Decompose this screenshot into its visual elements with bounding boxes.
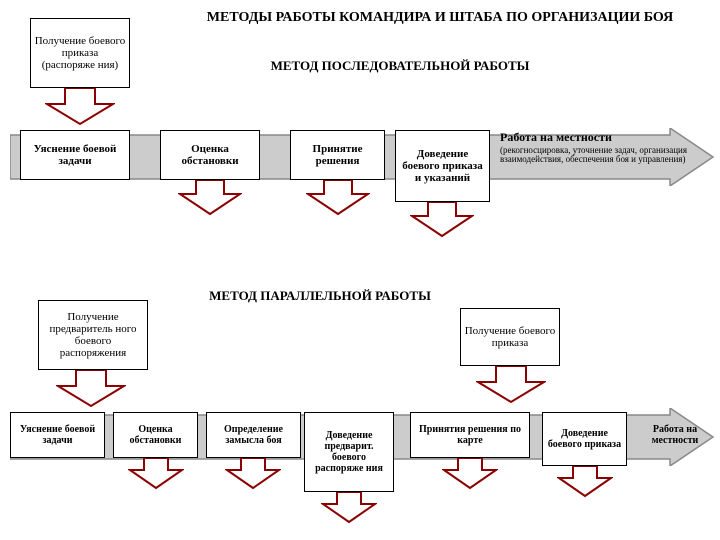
section2-input-left: Получение предваритель ного боевого расп… — [38, 300, 148, 370]
down-arrow-icon — [45, 88, 115, 126]
s1-result-note: (рекогносцировка, уточнение задач, орган… — [500, 146, 710, 165]
s1-step-4: Доведение боевого приказа и указаний — [395, 130, 490, 202]
s2-step-6: Доведение боевого приказа — [542, 412, 627, 466]
s1-step-2: Оценка обстановки — [160, 130, 260, 180]
s2-step-7: Работа на местности — [640, 412, 710, 458]
down-arrow-s2-6-icon — [557, 466, 613, 498]
s1-step-1: Уяснение боевой задачи — [20, 130, 130, 180]
s2-step-5: Принятия решения по карте — [410, 412, 530, 458]
down-arrow-s2-4-icon — [321, 492, 377, 524]
down-arrow-s2-2-icon — [128, 458, 184, 490]
down-arrow-s1-4-icon — [410, 202, 474, 238]
down-arrow-s2-3-icon — [225, 458, 281, 490]
section2-subtitle: МЕТОД ПАРАЛЛЕЛЬНОЙ РАБОТЫ — [170, 288, 470, 304]
s1-result-title: Работа на местности — [500, 130, 700, 145]
down-arrow-s2-left-icon — [56, 370, 126, 408]
s2-step-3: Определение замысла боя — [206, 412, 301, 458]
section1-subtitle: МЕТОД ПОСЛЕДОВАТЕЛЬНОЙ РАБОТЫ — [220, 58, 580, 74]
section1-input-box: Получение боевого приказа (распоряже ния… — [30, 18, 130, 88]
down-arrow-s1-3-icon — [306, 180, 370, 216]
down-arrow-s1-2-icon — [178, 180, 242, 216]
section2-input-right: Получение боевого приказа — [460, 308, 560, 366]
s1-step-3: Принятие решения — [290, 130, 385, 180]
s2-step-2: Оценка обстановки — [113, 412, 198, 458]
down-arrow-s2-5-icon — [442, 458, 498, 490]
s2-step-1: Уяснение боевой задачи — [10, 412, 105, 458]
down-arrow-s2-right-icon — [476, 366, 546, 404]
s2-step-4: Доведение предварит. боевого распоряже н… — [304, 412, 394, 492]
main-title: МЕТОДЫ РАБОТЫ КОМАНДИРА И ШТАБА ПО ОРГАН… — [180, 10, 700, 26]
